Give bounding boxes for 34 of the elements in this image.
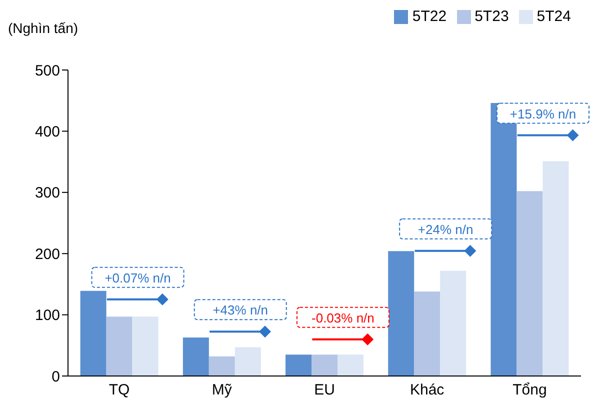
bar [312,354,338,376]
bar [542,161,569,376]
y-tick-label: 400 [34,124,60,141]
annotation: +0.07% n/n [104,270,171,286]
bar [516,191,543,376]
bar [208,356,235,376]
x-tick-label: EU [314,382,335,399]
y-tick-label: 0 [52,368,60,386]
annotation: -0.03% n/n [312,310,374,326]
y-tick-label: 200 [34,246,60,263]
bar [286,354,312,376]
bar [388,251,414,376]
bar [182,337,209,376]
legend-label: 5T24 [536,8,571,25]
annotation: +24% n/n [418,222,474,237]
x-tick-label: Khác [410,382,445,399]
bar [440,270,466,376]
legend-label: 5T22 [412,8,447,25]
bar [132,316,158,376]
y-tick-label: 100 [34,307,60,324]
x-tick-label: Mỹ [212,382,232,399]
x-tick-label: Tổng [512,382,547,399]
bar [234,347,261,376]
bar [338,354,364,376]
annotation: +43% n/n [212,302,268,318]
y-axis-title: (Nghìn tấn) [8,20,78,36]
x-tick-label: TQ [108,382,130,399]
legend-label: 5T23 [474,8,509,25]
bar [414,292,440,376]
annotation: +15.9% n/n [510,106,576,122]
y-tick-label: 500 [34,62,60,80]
bar [106,316,132,376]
bar [80,290,106,376]
y-tick-label: 300 [34,184,60,202]
